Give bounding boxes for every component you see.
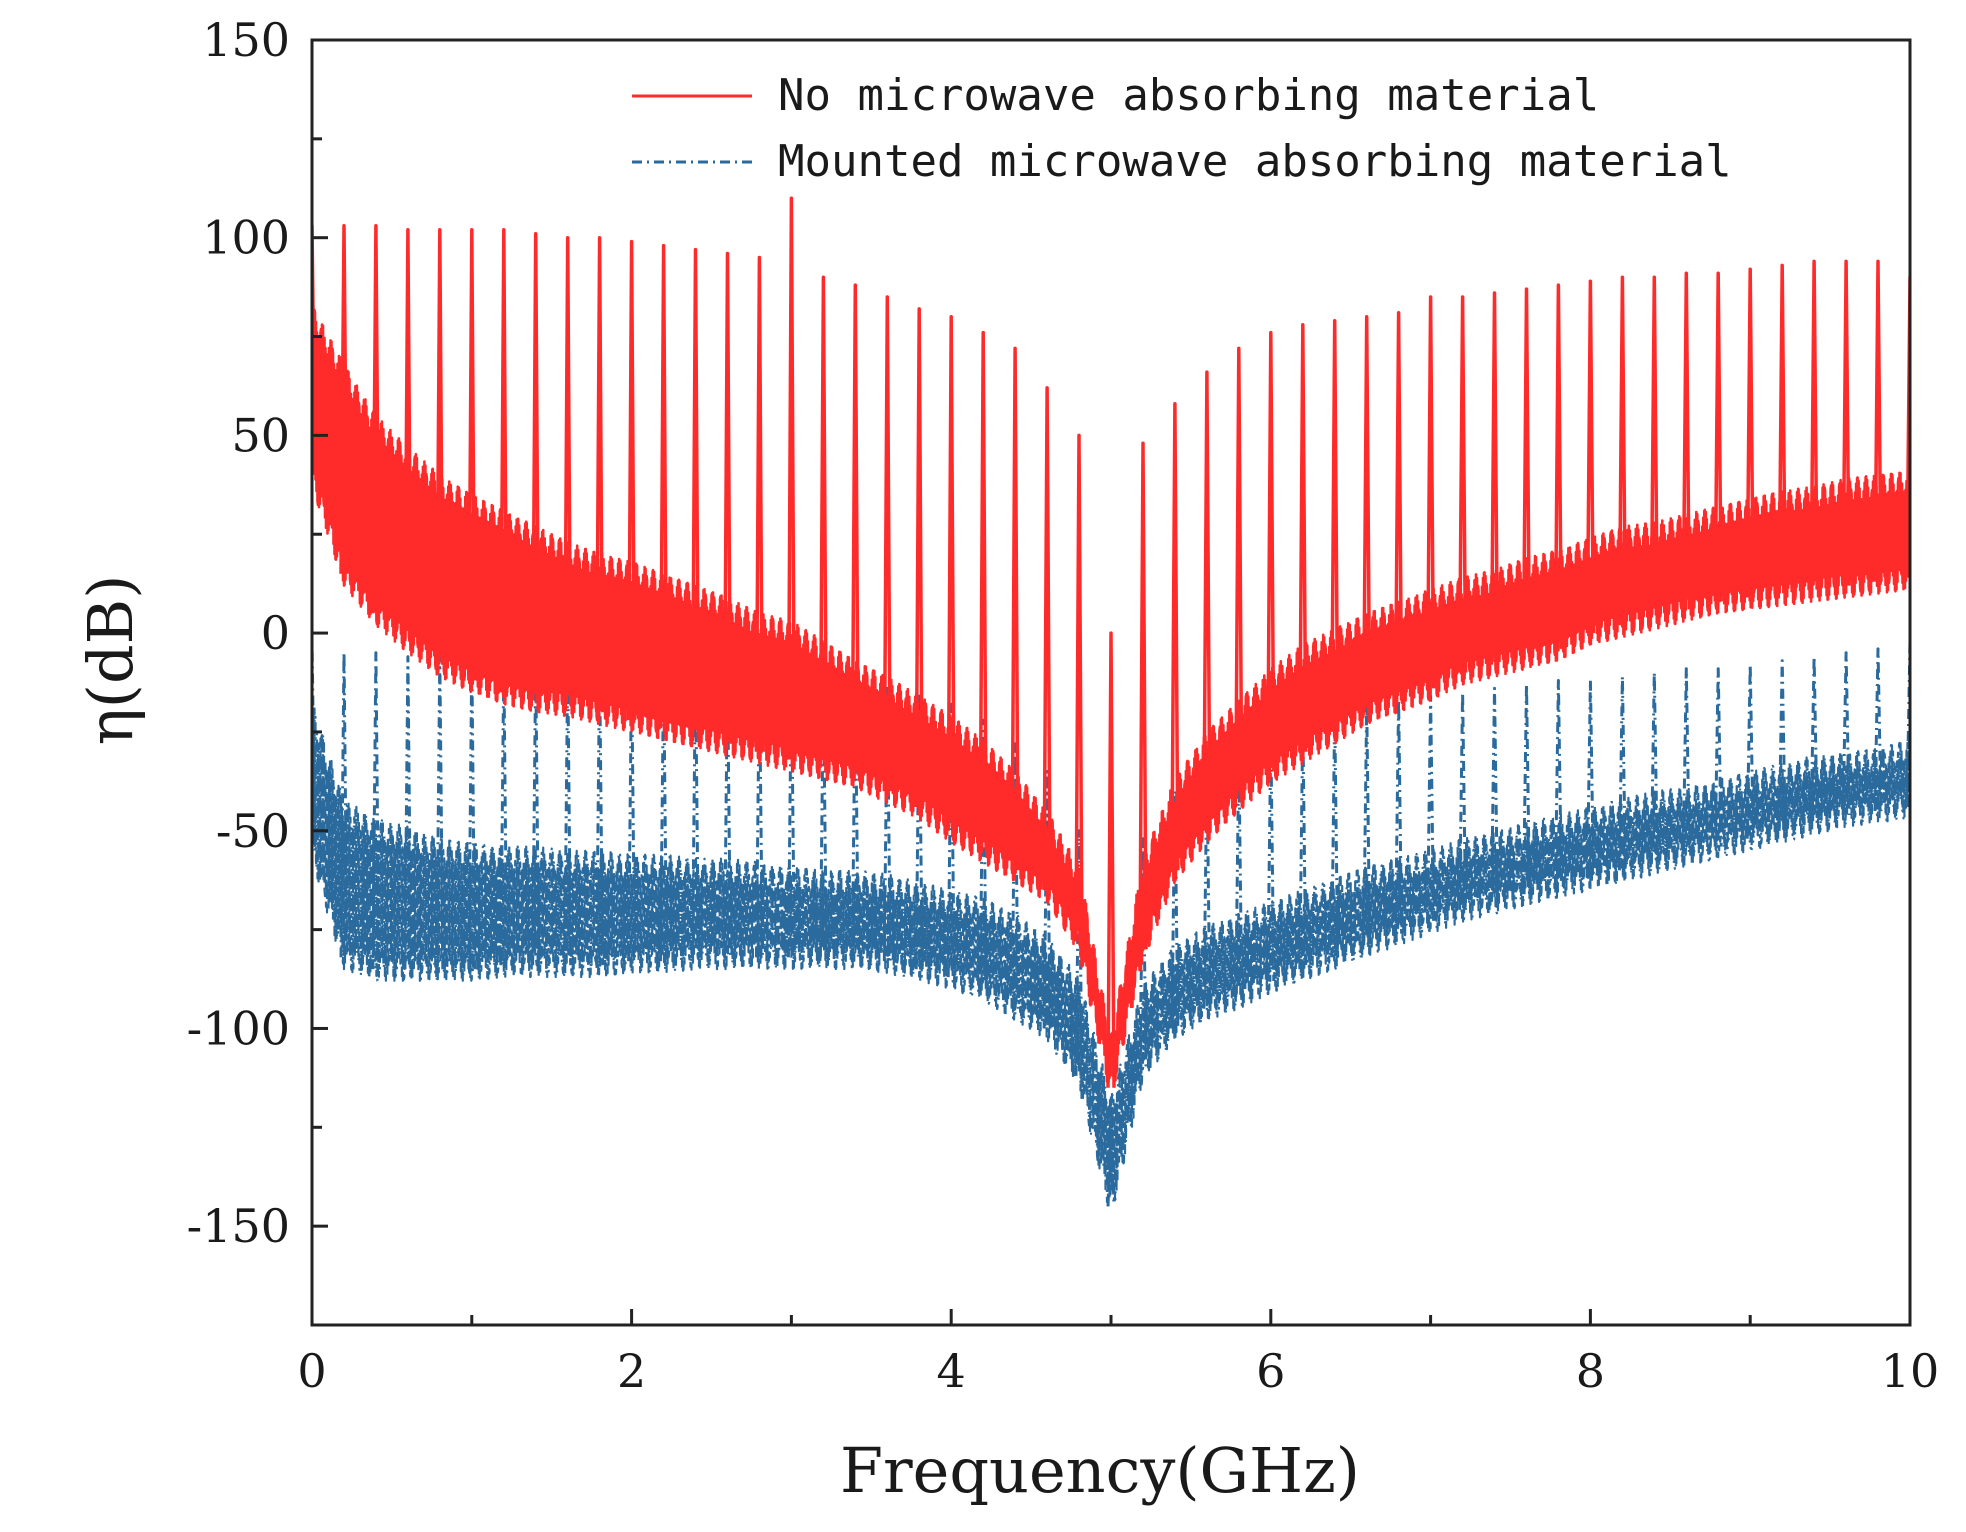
series-line (312, 307, 1910, 1085)
legend: No microwave absorbing material Mounted m… (632, 70, 1732, 187)
x-tick-label: 4 (937, 1344, 966, 1398)
x-axis-title: Frequency(GHz) (840, 1434, 1360, 1507)
y-tick-label: -50 (216, 804, 290, 858)
y-tick-label: -150 (187, 1199, 290, 1253)
axes: 0 2 4 6 8 10 150 100 50 0 -50 -100 -150 (187, 13, 1940, 1398)
x-tick-label: 8 (1576, 1344, 1605, 1398)
y-tick-label: -100 (187, 1001, 290, 1055)
y-tick-label: 0 (261, 606, 290, 660)
x-tick-label: 6 (1256, 1344, 1285, 1398)
series-group (312, 196, 1910, 1207)
y-axis-title: η(dB) (74, 575, 147, 746)
x-tick-label: 10 (1881, 1344, 1940, 1398)
legend-label-no-absorber: No microwave absorbing material (778, 70, 1599, 121)
y-tick-label: 100 (202, 211, 290, 265)
series-line (312, 705, 1910, 1205)
series-no-absorber (312, 196, 1910, 1088)
legend-label-mounted-absorber: Mounted microwave absorbing material (778, 136, 1732, 187)
plot-area (312, 196, 1910, 1207)
y-tick-label: 150 (202, 13, 290, 67)
y-tick-label: 50 (231, 408, 290, 462)
x-tick-label: 2 (617, 1344, 646, 1398)
series-spikes (312, 196, 1910, 1088)
x-tick-label: 0 (297, 1344, 326, 1398)
axis-labels: Frequency(GHz) η(dB) (74, 575, 1360, 1507)
